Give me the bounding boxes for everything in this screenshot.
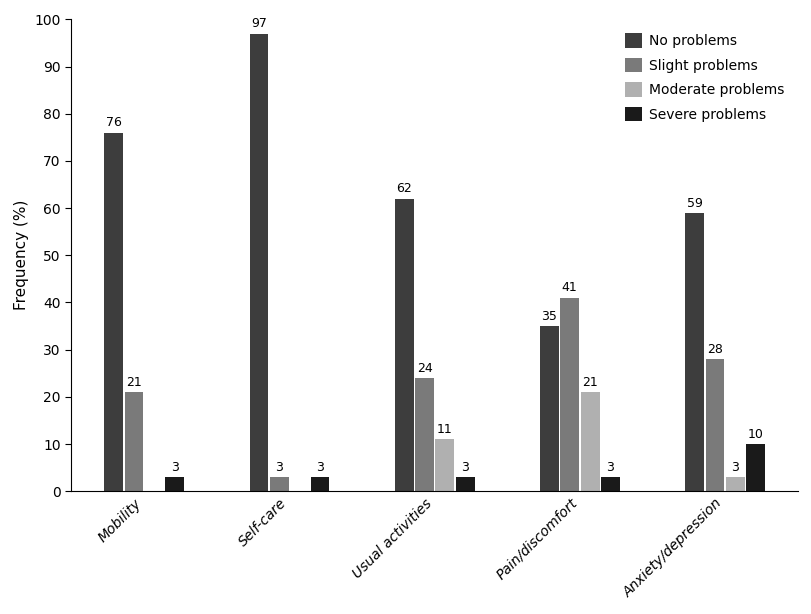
Text: 11: 11 bbox=[436, 423, 453, 436]
Text: 76: 76 bbox=[105, 116, 122, 130]
Legend: No problems, Slight problems, Moderate problems, Severe problems: No problems, Slight problems, Moderate p… bbox=[617, 26, 790, 128]
Bar bbox=[455, 477, 474, 491]
Bar bbox=[560, 298, 578, 491]
Text: 10: 10 bbox=[747, 428, 762, 441]
Bar bbox=[414, 378, 433, 491]
Text: 24: 24 bbox=[416, 362, 431, 375]
Text: 97: 97 bbox=[251, 17, 267, 30]
Bar bbox=[600, 477, 619, 491]
Bar bbox=[124, 392, 144, 491]
Text: 3: 3 bbox=[315, 460, 324, 474]
Text: 59: 59 bbox=[686, 196, 702, 209]
Bar bbox=[310, 477, 329, 491]
Y-axis label: Frequency (%): Frequency (%) bbox=[14, 200, 29, 311]
Bar bbox=[725, 477, 744, 491]
Text: 3: 3 bbox=[170, 460, 178, 474]
Text: 3: 3 bbox=[731, 460, 738, 474]
Text: 62: 62 bbox=[396, 182, 411, 195]
Text: 21: 21 bbox=[126, 376, 142, 389]
Bar bbox=[539, 326, 558, 491]
Bar bbox=[269, 477, 289, 491]
Text: 3: 3 bbox=[606, 460, 614, 474]
Bar bbox=[580, 392, 599, 491]
Bar bbox=[745, 444, 764, 491]
Bar bbox=[435, 439, 453, 491]
Text: 21: 21 bbox=[581, 376, 597, 389]
Bar bbox=[684, 213, 703, 491]
Text: 41: 41 bbox=[561, 281, 577, 295]
Bar bbox=[705, 359, 723, 491]
Bar bbox=[104, 133, 123, 491]
Bar bbox=[249, 34, 268, 491]
Bar bbox=[165, 477, 184, 491]
Text: 3: 3 bbox=[275, 460, 283, 474]
Text: 35: 35 bbox=[541, 310, 556, 323]
Bar bbox=[394, 199, 413, 491]
Text: 3: 3 bbox=[461, 460, 469, 474]
Text: 28: 28 bbox=[706, 343, 722, 356]
